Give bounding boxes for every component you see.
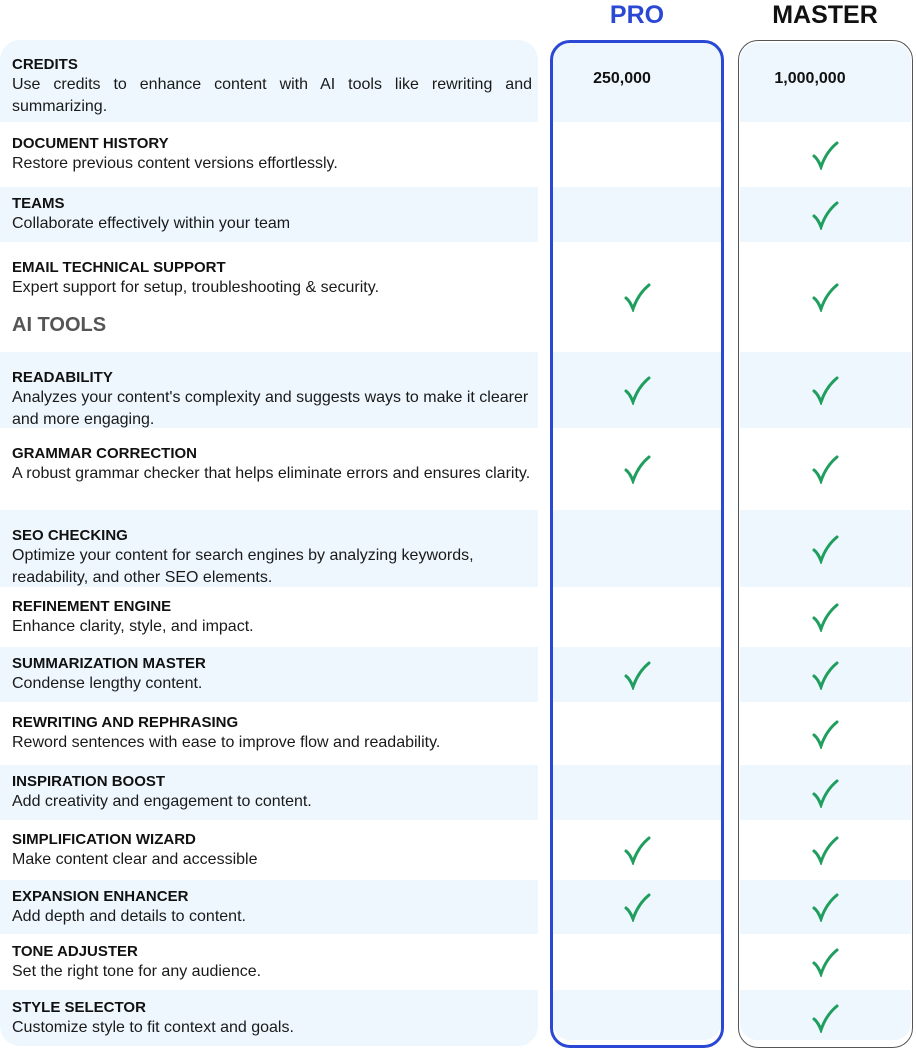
section-heading-ai-tools: AI TOOLS <box>12 314 107 336</box>
feature-title: CREDITS <box>12 56 78 73</box>
feature-row: DOCUMENT HISTORY Restore previous content… <box>12 134 532 175</box>
feature-description: Add depth and details to content. <box>12 907 246 925</box>
feature-row: TONE ADJUSTER Set the right tone for any … <box>12 942 532 983</box>
feature-title: GRAMMAR CORRECTION <box>12 445 197 462</box>
check-icon <box>812 535 839 564</box>
check-icon <box>812 893 839 922</box>
feature-row: READABILITY Analyzes your content's compl… <box>12 368 532 431</box>
feature-description: Add creativity and engagement to content… <box>12 793 312 810</box>
feature-title: READABILITY <box>12 369 113 386</box>
row-highlight <box>0 510 538 587</box>
row-highlight <box>0 647 538 702</box>
feature-description: Enhance clarity, style, and impact. <box>12 617 254 635</box>
master-column <box>738 40 913 1048</box>
feature-description: Collaborate effectively within your team <box>12 215 291 232</box>
feature-row: REFINEMENT ENGINE Enhance clarity, style,… <box>12 597 532 638</box>
feature-description: Use credits to enhance content with AI t… <box>12 76 532 115</box>
row-highlight <box>0 40 538 122</box>
feature-row: SIMPLIFICATION WIZARD Make content clear … <box>12 830 532 871</box>
feature-description: Make content clear and accessible <box>12 850 258 868</box>
row-highlight <box>553 187 721 242</box>
check-icon <box>624 376 651 405</box>
check-icon <box>812 141 839 170</box>
row-highlight <box>553 43 721 122</box>
row-highlight <box>553 510 721 587</box>
row-highlight <box>553 765 721 820</box>
check-icon <box>812 661 839 690</box>
feature-description: Expert support for setup, troubleshootin… <box>12 279 380 296</box>
feature-title: TEAMS <box>12 195 65 212</box>
feature-description: Reword sentences with ease to improve fl… <box>12 734 441 751</box>
feature-description: Optimize your content for search engines… <box>12 547 474 586</box>
feature-title: REFINEMENT ENGINE <box>12 597 172 615</box>
check-icon <box>812 603 839 632</box>
row-highlight <box>740 43 911 122</box>
check-icon <box>812 836 839 865</box>
row-highlight <box>553 990 721 1040</box>
check-icon <box>624 283 651 312</box>
check-icon <box>624 836 651 865</box>
feature-description: A robust grammar checker that helps elim… <box>12 465 531 482</box>
feature-description: Customize style to fit context and goals… <box>12 1018 294 1036</box>
feature-title: TONE ADJUSTER <box>12 942 138 960</box>
feature-title: EXPANSION ENHANCER <box>12 887 189 905</box>
feature-title: INSPIRATION BOOST <box>12 773 166 790</box>
check-icon <box>624 661 651 690</box>
check-icon <box>812 376 839 405</box>
feature-description: Set the right tone for any audience. <box>12 962 262 980</box>
feature-description: Restore previous content versions effort… <box>12 155 338 172</box>
feature-row: REWRITING AND REPHRASING Reword sentences… <box>12 713 532 754</box>
feature-title: STYLE SELECTOR <box>12 998 146 1016</box>
pro-credits-value: 250,000 <box>593 70 651 87</box>
feature-title: SUMMARIZATION MASTER <box>12 655 206 672</box>
row-highlight <box>740 990 911 1040</box>
feature-description: Condense lengthy content. <box>12 675 203 692</box>
master-credits-value: 1,000,000 <box>774 70 846 87</box>
feature-title: DOCUMENT HISTORY <box>12 135 169 152</box>
row-highlight <box>0 880 538 934</box>
row-highlight <box>0 990 538 1046</box>
feature-row: SUMMARIZATION MASTER Condense lengthy con… <box>12 654 532 695</box>
check-icon <box>812 201 839 230</box>
pro-column <box>550 40 724 1048</box>
feature-row: EXPANSION ENHANCER Add depth and details … <box>12 887 532 928</box>
feature-row: EMAIL TECHNICAL SUPPORT Expert support fo… <box>12 258 532 299</box>
row-highlight <box>0 352 538 428</box>
feature-title: EMAIL TECHNICAL SUPPORT <box>12 259 226 276</box>
feature-row: SEO CHECKING Optimize your content for se… <box>12 526 532 589</box>
feature-row: STYLE SELECTOR Customize style to fit con… <box>12 998 532 1039</box>
plan-header-pro: PRO <box>609 1 665 29</box>
feature-title: REWRITING AND REPHRASING <box>12 714 239 731</box>
feature-row: TEAMS Collaborate effectively within your… <box>12 194 532 235</box>
check-icon <box>624 455 651 484</box>
row-highlight <box>0 187 538 242</box>
feature-description: Analyzes your content's complexity and s… <box>12 389 529 428</box>
feature-row: CREDITS Use credits to enhance content wi… <box>12 55 532 118</box>
feature-title: SIMPLIFICATION WIZARD <box>12 830 196 848</box>
check-icon <box>624 893 651 922</box>
check-icon <box>812 779 839 808</box>
feature-title: SEO CHECKING <box>12 527 128 544</box>
plan-header-master: MASTER <box>772 1 878 29</box>
check-icon <box>812 455 839 484</box>
row-highlight <box>0 765 538 820</box>
check-icon <box>812 720 839 749</box>
check-icon <box>812 1004 839 1033</box>
feature-row: INSPIRATION BOOST Add creativity and enga… <box>12 772 532 813</box>
check-icon <box>812 283 839 312</box>
feature-row: GRAMMAR CORRECTION A robust grammar check… <box>12 444 532 485</box>
check-icon <box>812 948 839 977</box>
